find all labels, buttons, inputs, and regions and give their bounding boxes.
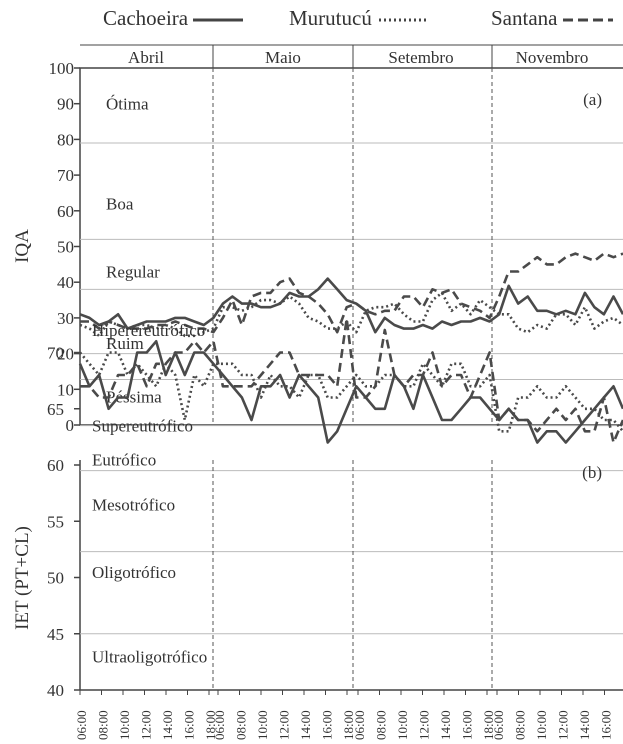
x-tick-label: 16:00 [320, 710, 335, 740]
x-tick-label: 12:00 [417, 710, 432, 740]
series-line-santana [80, 317, 623, 444]
y-tick-label: 40 [47, 681, 64, 700]
x-tick-label: 16:00 [599, 710, 614, 740]
x-tick-label: 14:00 [438, 710, 453, 740]
y-axis-label: IQA [12, 229, 33, 263]
x-tick-label: 18:00 [481, 710, 496, 740]
x-tick-label: 18:00 [341, 710, 356, 740]
x-tick-label: 06:00 [212, 710, 227, 740]
x-tick-label: 10:00 [534, 710, 549, 740]
x-tick-label: 10:00 [255, 710, 270, 740]
dotted-line-icon [379, 18, 428, 22]
band-label: Boa [106, 195, 134, 214]
y-tick-label: 65 [47, 400, 64, 419]
x-tick-label: 16:00 [182, 710, 197, 740]
band-label: Hiperereutrófico [92, 321, 205, 340]
legend-label-santana: Santana [491, 6, 558, 30]
y-tick-label: 45 [47, 625, 64, 644]
y-tick-label: 50 [57, 238, 74, 257]
x-tick-label: 08:00 [96, 710, 111, 740]
x-tick-label: 16:00 [460, 710, 475, 740]
x-tick-label: 14:00 [577, 710, 592, 740]
x-tick-label: 08:00 [234, 710, 249, 740]
month-label: Maio [265, 48, 301, 67]
y-tick-label: 60 [47, 456, 64, 475]
panel-label: (b) [582, 463, 602, 482]
x-tick-label: 06:00 [74, 710, 89, 740]
band-label: Regular [106, 262, 160, 281]
x-tick-label: 12:00 [556, 710, 571, 740]
y-tick-label: 60 [57, 202, 74, 221]
y-axis-label: IET (PT+CL) [12, 526, 33, 630]
x-tick-label: 14:00 [298, 710, 313, 740]
legend-item-santana: Santana [491, 6, 615, 31]
x-tick-label: 08:00 [513, 710, 528, 740]
solid-line-icon [193, 18, 244, 22]
series-line-murutucú [79, 291, 623, 338]
x-tick-label: 12:00 [139, 710, 154, 740]
x-tick-label: 12:00 [277, 710, 292, 740]
y-tick-label: 0 [66, 416, 75, 435]
y-tick-label: 30 [57, 309, 74, 328]
y-tick-label: 10 [57, 380, 74, 399]
band-label: Mesotrófico [92, 495, 175, 514]
series-line-cachoeira [78, 340, 623, 444]
legend-label-cachoeira: Cachoeira [103, 6, 189, 30]
band-label: Ótima [106, 95, 149, 114]
band-label: Ultraoligotrófico [92, 647, 207, 666]
legend-item-cachoeira: Cachoeira [103, 6, 245, 31]
series-line-cachoeira [79, 277, 623, 334]
x-tick-label: 14:00 [160, 710, 175, 740]
legend-item-murutucu: Murutucú [289, 6, 429, 31]
y-tick-label: 70 [57, 166, 74, 185]
x-tick-label: 06:00 [352, 710, 367, 740]
x-tick-label: 08:00 [374, 710, 389, 740]
series-line-santana [80, 252, 623, 334]
y-tick-label: 70 [47, 344, 64, 363]
y-tick-label: 90 [57, 95, 74, 114]
x-tick-label: 10:00 [395, 710, 410, 740]
plot-frame-a [79, 67, 623, 426]
panel-label: (a) [583, 90, 602, 109]
y-tick-label: 100 [49, 59, 75, 78]
y-tick-label: 80 [57, 130, 74, 149]
x-tick-label: 18:00 [203, 710, 218, 740]
x-tick-label: 06:00 [491, 710, 506, 740]
x-tick-label: 10:00 [117, 710, 132, 740]
month-label: Abril [128, 48, 164, 67]
band-label: Ruim [106, 334, 144, 353]
month-label: Novembro [516, 48, 589, 67]
band-label: Péssima [106, 387, 162, 406]
y-tick-label: 55 [47, 512, 64, 531]
y-tick-label: 20 [57, 345, 74, 364]
y-tick-label: 40 [57, 273, 74, 292]
dashed-line-icon [562, 18, 613, 22]
band-label: Eutrófico [92, 450, 156, 469]
legend-label-murutucu: Murutucú [289, 6, 372, 30]
band-label: Supereutrófico [92, 417, 193, 436]
y-tick-label: 50 [47, 569, 64, 588]
month-label: Setembro [388, 48, 453, 67]
band-label: Oligotrófico [92, 563, 176, 582]
